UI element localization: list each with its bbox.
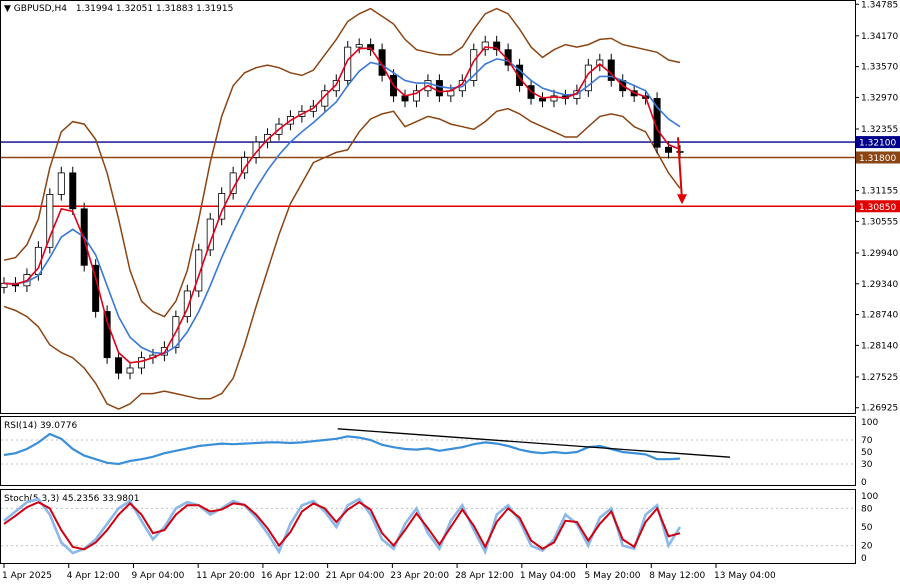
- time-tick-label: 1 Apr 2025: [2, 571, 52, 581]
- rsi-trendline[interactable]: [337, 428, 731, 458]
- rsi-tick-label: 50: [861, 448, 873, 458]
- price-level-label: 1.31800: [859, 154, 896, 164]
- down-arrow-shaft: [677, 137, 683, 201]
- price-level-badge: [856, 136, 900, 149]
- time-tick-label: 23 Apr 20:00: [390, 571, 449, 581]
- price-tick-label: 1.33570: [861, 63, 898, 73]
- time-tick-label: 28 Apr 12:00: [455, 571, 514, 581]
- stoch-tick-label: 80: [861, 504, 873, 514]
- price-tick-label: 1.30555: [861, 217, 898, 227]
- time-tick-label: 4 Apr 12:00: [67, 571, 120, 581]
- time-tick-label: 11 Apr 20:00: [196, 571, 255, 581]
- price-tick-label: 1.27525: [861, 373, 898, 383]
- ohlc-values: 1.31994 1.32051 1.31883 1.31915: [76, 4, 233, 14]
- stoch-signal-line: [3, 501, 681, 551]
- stoch-tick-label: 50: [861, 523, 873, 533]
- time-tick-label: 1 May 04:00: [520, 571, 576, 581]
- stoch-tick-label: 20: [861, 542, 873, 552]
- price-level-badge: [856, 200, 900, 213]
- bollinger-lower: [3, 107, 681, 410]
- rsi-tick-label: 70: [861, 436, 873, 446]
- stoch-panel-frame: [0, 489, 856, 564]
- candle-body: [195, 249, 203, 292]
- price-layer: [0, 7, 855, 410]
- ma-slow-line: [3, 58, 681, 355]
- time-tick-label: 16 Apr 12:00: [261, 571, 320, 581]
- candle-body: [137, 357, 145, 369]
- candle-body: [241, 157, 249, 174]
- candle-body: [550, 95, 558, 102]
- rsi-tick-label: 0: [861, 478, 867, 488]
- rsi-panel-frame: [0, 416, 856, 486]
- candle-body: [516, 64, 524, 87]
- price-level-label: 1.32100: [859, 139, 896, 149]
- down-arrow-head-icon: [677, 194, 687, 205]
- candle-body: [344, 46, 352, 81]
- price-tick-label: 1.31155: [861, 187, 898, 197]
- rsi-tick-label: 30: [861, 460, 873, 470]
- price-tick-label: 1.26925: [861, 404, 898, 414]
- stoch-caption: Stoch(5,3,3) 45.2356 33.9801: [4, 494, 139, 504]
- candle-body: [0, 282, 8, 288]
- price-tick-label: 1.32355: [861, 125, 898, 135]
- price-tick-label: 1.28140: [861, 341, 898, 351]
- candle-body: [183, 290, 191, 318]
- bollinger-upper: [3, 7, 681, 318]
- rsi-caption: RSI(14) 39.0776: [4, 421, 77, 431]
- candle-body: [665, 146, 673, 153]
- time-tick-label: 13 May 04:00: [714, 571, 776, 581]
- candle-body: [46, 194, 54, 248]
- candle-body: [57, 172, 65, 195]
- candle-body: [355, 44, 363, 48]
- candle-body: [367, 44, 375, 51]
- rsi-line: [3, 432, 681, 466]
- symbol-caption: ▼ GBPUSD,H4 1.31994 1.32051 1.31883 1.31…: [4, 4, 233, 14]
- candle-body: [103, 311, 111, 359]
- dropdown-triangle-icon[interactable]: ▼: [4, 4, 11, 14]
- candle-body: [435, 80, 443, 97]
- price-panel-frame: [0, 0, 856, 414]
- candle-body: [676, 150, 684, 153]
- time-tick-label: 21 Apr 04:00: [326, 571, 385, 581]
- price-tick-label: 1.29940: [861, 249, 898, 259]
- candle-body: [378, 49, 386, 76]
- candle-body: [115, 357, 123, 374]
- price-level-label: 1.30850: [859, 203, 896, 213]
- candle-body: [412, 90, 420, 102]
- time-tick-label: 9 Apr 04:00: [131, 571, 184, 581]
- price-tick-label: 1.32970: [861, 93, 898, 103]
- price-tick-label: 1.29340: [861, 280, 898, 290]
- stoch-tick-label: 0: [861, 554, 867, 564]
- candle-body: [470, 49, 478, 81]
- stoch-layer: Stoch(5,3,3) 45.2356 33.9801: [1, 494, 855, 556]
- candle-body: [493, 41, 501, 51]
- candle-body: [481, 41, 489, 51]
- price-level-badge: [856, 151, 900, 164]
- price-tick-label: 1.34785: [861, 0, 898, 10]
- ma-fast-line: [3, 46, 681, 364]
- price-tick-label: 1.34170: [861, 32, 898, 42]
- candle-body: [126, 367, 134, 374]
- stoch-tick-label: 100: [861, 492, 878, 502]
- rsi-tick-label: 100: [861, 418, 878, 428]
- symbol-name: GBPUSD,H4: [14, 4, 67, 14]
- candle-body: [264, 133, 272, 143]
- price-tick-label: 1.28740: [861, 311, 898, 321]
- candle-body: [69, 172, 77, 210]
- time-tick-label: 8 May 12:00: [649, 571, 705, 581]
- time-tick-label: 5 May 20:00: [585, 571, 641, 581]
- candle-body: [539, 98, 547, 102]
- rsi-layer: RSI(14) 39.0776: [1, 421, 855, 466]
